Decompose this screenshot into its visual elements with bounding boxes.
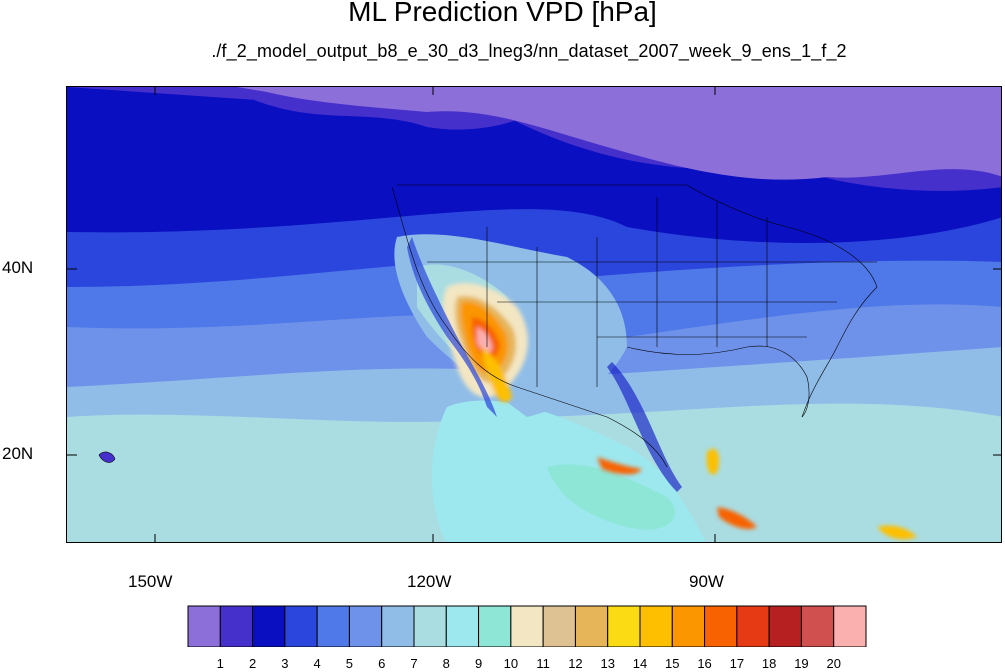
field-band-17-sa [717,507,757,529]
political-boundaries [391,184,878,468]
colorbar-swatch [413,605,447,647]
field-band-20 [477,327,493,353]
colorbar-swatch [671,605,706,647]
colorbar-tick-label: 11 [536,656,550,671]
lon-label-120w: 120W [407,572,452,591]
colorbar-swatch [381,605,415,647]
colorbar-swatch [704,605,738,647]
colorbar-tick-label: 9 [474,656,483,671]
colorbar-tick-label: 1 [216,656,224,671]
coastal-low-band [407,237,497,417]
great-lakes-border [686,184,878,288]
colorbar-swatch [833,605,867,647]
colorbar-swatch [736,605,770,647]
map-ticks [67,87,1001,542]
colorbar-tick-label: 19 [794,656,809,671]
colorbar-swatch [768,605,802,647]
map-plot-area [66,86,1002,543]
colorbar-tick-label: 16 [697,656,712,671]
colorbar-swatch [478,605,512,647]
colorbar-swatch [510,605,544,647]
lat-label-40n: 40N [2,258,34,277]
field-band-15 [482,347,512,403]
colorbar-tick-label: 3 [281,656,289,671]
colorbar-tick-label: 15 [665,656,680,671]
colorbar-swatch [639,605,673,647]
colorbar-tick-label: 8 [442,656,450,671]
colorbar-tick-label: 13 [600,656,615,671]
hawaii-island [98,451,116,463]
field-band-15-east [877,525,917,540]
colorbar-tick-label: 6 [378,656,386,671]
colorbar [187,605,867,647]
colorbar-tick-label: 20 [826,656,841,671]
map-subtitle: ./f_2_model_output_b8_e_30_d3_lneg3/nn_d… [211,41,847,61]
west-coastline [391,186,668,468]
colorbar-swatch [219,605,254,647]
colorbar-tick-label: 18 [761,656,777,671]
map-title: ML Prediction VPD [hPa] [348,0,657,27]
colorbar-swatch [316,605,350,647]
colorbar-swatch [187,605,221,647]
colorbar-swatch [252,605,286,647]
gulf-coastline [626,345,810,418]
colorbar-tick-label: 10 [503,656,519,671]
colorbar-tick-label: 14 [632,656,648,671]
lat-label-20n: 20N [2,444,34,463]
colorbar-swatch [607,605,641,647]
lon-label-150w: 150W [128,572,173,591]
lon-label-90w: 90W [689,572,724,591]
colorbar-tick-label: 4 [313,656,321,671]
field-band-17-south [597,457,642,475]
colorbar-swatch [574,605,609,647]
field-band-15-south [706,448,719,475]
colorbar-tick-label: 2 [248,656,257,671]
colorbar-tick-label: 5 [345,656,354,671]
colorbar-tick-label: 12 [568,656,583,671]
colorbar-swatch [800,605,835,647]
mexico-low-band [607,362,682,492]
colorbar-tick-label: 7 [410,656,418,671]
colorbar-tick-label: 17 [729,656,745,671]
colorbar-swatch [284,605,318,647]
field-band-10 [547,464,675,530]
colorbar-swatch [348,605,383,647]
east-coastline [801,286,878,418]
vpd-field-map [67,87,1001,542]
colorbar-swatch [542,605,576,647]
field-band-1 [237,87,1001,180]
colorbar-swatch [445,605,480,647]
